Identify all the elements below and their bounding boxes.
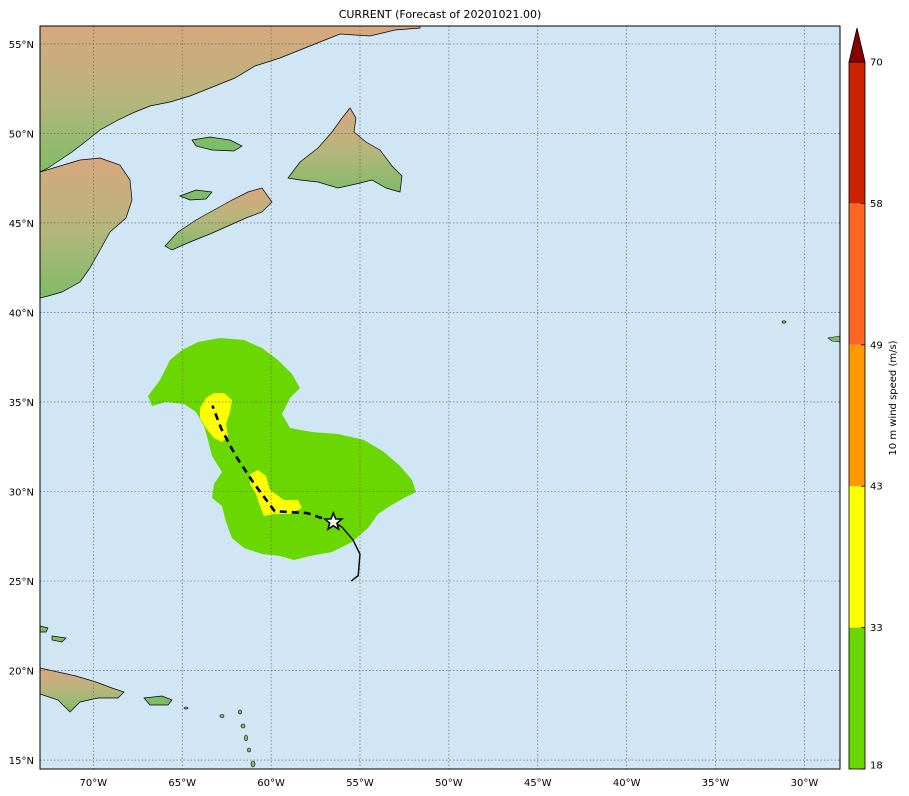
colorbar-segment [849,203,865,345]
latitude-axis: 55°N 50°N 45°N 40°N 35°N 30°N 25°N 20°N 15°N [9,40,34,767]
latitude-tick-label: 50°N [9,129,34,140]
land-layer [40,26,840,768]
land-north-america [40,26,421,173]
colorbar-segment [849,486,865,628]
longitude-tick-label: 35°W [702,778,730,789]
land-pei [179,189,213,201]
land-maine-coast [40,157,133,299]
latitude-tick-label: 20°N [9,667,34,678]
longitude-tick-label: 55°W [346,778,374,789]
storm-current-position-star [322,510,344,531]
colorbar-tick-label: 49 [870,340,883,351]
land-lesser-antilles [219,709,256,768]
longitude-tick-label: 65°W [168,778,196,789]
land-hispaniola [40,667,125,713]
wind-swath [148,338,416,560]
latitude-tick-label: 45°N [9,219,34,230]
wind-speed-colorbar: 18 33 43 49 58 70 [848,27,883,772]
map-frame [39,25,841,770]
colorbar-segment [849,627,865,769]
colorbar-segment [849,62,865,204]
storm-forecast-track [211,405,334,524]
latitude-tick-label: 25°N [9,577,34,588]
land-anticosti [191,136,243,152]
colorbar-tick-label: 18 [870,761,883,772]
colorbar-tick-label: 58 [870,199,883,210]
land-newfoundland [287,107,403,193]
longitude-tick-label: 45°W [524,778,552,789]
colorbar-frame [848,61,866,770]
colorbar-tick-label: 70 [870,58,883,69]
colorbar-tick-label: 43 [870,482,883,493]
colorbar-extend-arrow [848,27,866,63]
longitude-tick-label: 60°W [257,778,285,789]
land-bahamas-edge [40,625,67,643]
storm-past-track [332,521,361,582]
longitude-tick-label: 50°W [435,778,463,789]
latitude-tick-label: 15°N [9,756,34,767]
wind-contour-33-43-south [250,470,302,516]
land-misc-islands [183,320,840,710]
longitude-tick-label: 70°W [80,778,108,789]
latitude-tick-label: 30°N [9,487,34,498]
latitude-tick-label: 55°N [9,40,34,51]
longitude-axis: 70°W 65°W 60°W 55°W 50°W 45°W 40°W 35°W 30°W [80,778,819,789]
latitude-tick-label: 35°N [9,398,34,409]
latitude-tick-label: 40°N [9,308,34,319]
land-nova-scotia [164,187,273,251]
longitude-tick-label: 30°W [791,778,819,789]
figure-title: CURRENT (Forecast of 20201021.00) [338,8,542,21]
land-puerto-rico [143,695,173,706]
colorbar-tick-label: 33 [870,623,883,634]
map-graticule [40,26,840,769]
colorbar-label: 10 m wind speed (m/s) [888,340,899,455]
longitude-tick-label: 40°W [613,778,641,789]
colorbar-segment [849,344,865,487]
